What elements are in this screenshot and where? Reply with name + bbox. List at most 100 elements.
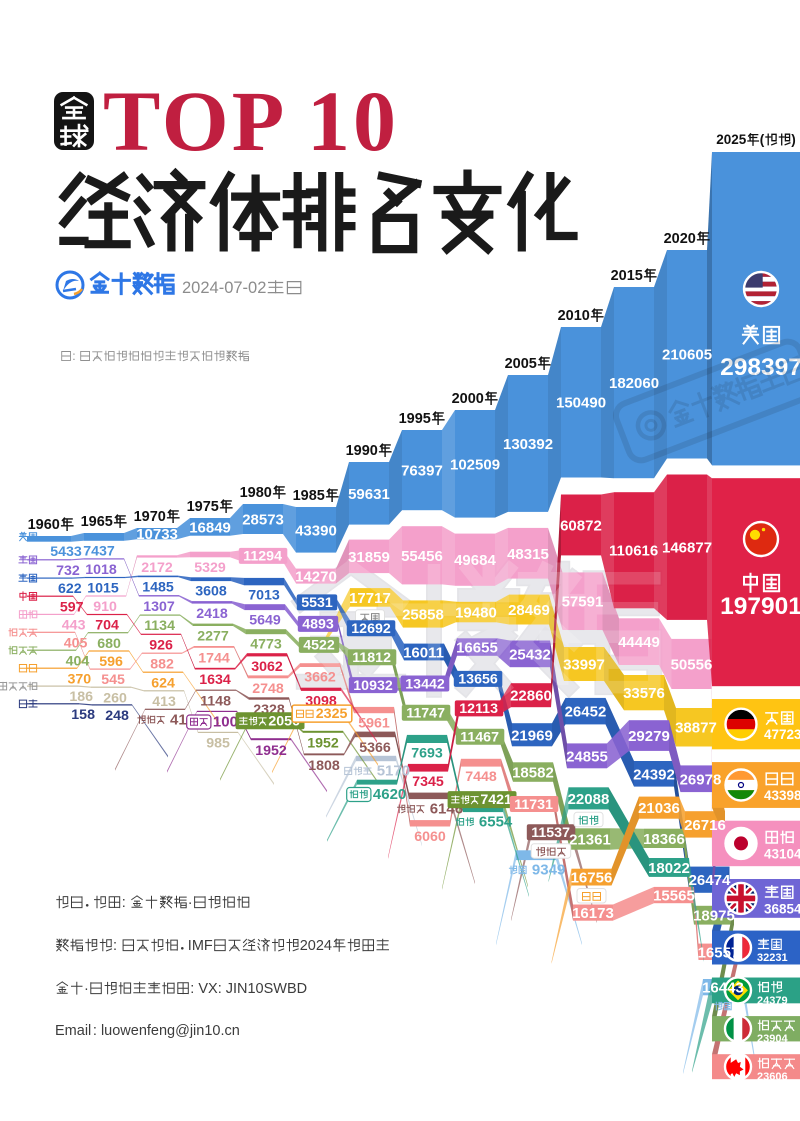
svg-text:2748: 2748 xyxy=(252,681,284,697)
svg-text:11294: 11294 xyxy=(243,549,282,565)
svg-text:10932: 10932 xyxy=(353,678,393,694)
svg-text:1980: 1980 xyxy=(240,485,272,501)
svg-text:1970: 1970 xyxy=(134,509,166,525)
svg-text:28573: 28573 xyxy=(242,512,284,529)
svg-text:596: 596 xyxy=(99,654,123,670)
svg-text:370: 370 xyxy=(68,671,92,687)
svg-text:13442: 13442 xyxy=(405,676,445,692)
svg-text:130392: 130392 xyxy=(503,436,553,453)
svg-text:102509: 102509 xyxy=(450,456,500,473)
svg-text:76397: 76397 xyxy=(401,463,443,480)
svg-text:2418: 2418 xyxy=(196,606,228,622)
svg-text:33997: 33997 xyxy=(563,657,605,674)
svg-text:9349: 9349 xyxy=(532,862,565,879)
svg-text:186: 186 xyxy=(69,689,93,705)
svg-text:1134: 1134 xyxy=(144,618,175,634)
svg-text:24855: 24855 xyxy=(566,748,608,765)
svg-text:·: · xyxy=(84,981,89,997)
svg-text:44449: 44449 xyxy=(618,634,660,651)
svg-text:1952: 1952 xyxy=(255,743,287,759)
svg-text:16173: 16173 xyxy=(572,905,614,922)
svg-text:21969: 21969 xyxy=(511,727,553,744)
svg-text:3662: 3662 xyxy=(304,670,336,686)
svg-text:43398: 43398 xyxy=(764,788,800,803)
svg-text:910: 910 xyxy=(93,599,117,615)
svg-text:5433: 5433 xyxy=(50,544,82,560)
svg-text:23904: 23904 xyxy=(757,1033,788,1045)
svg-text:5961: 5961 xyxy=(358,716,390,732)
svg-text:5366: 5366 xyxy=(359,740,391,756)
svg-text:25858: 25858 xyxy=(402,607,444,624)
svg-text:405: 405 xyxy=(64,635,88,651)
svg-text:IMF: IMF xyxy=(188,938,213,954)
svg-text:23606: 23606 xyxy=(757,1071,788,1083)
svg-text:32231: 32231 xyxy=(757,952,788,964)
svg-text:29279: 29279 xyxy=(628,728,670,745)
svg-text::: : xyxy=(122,895,126,911)
svg-text:2010: 2010 xyxy=(558,308,590,324)
svg-text:16849: 16849 xyxy=(189,519,231,536)
svg-text:1995: 1995 xyxy=(399,411,431,427)
svg-text:985: 985 xyxy=(206,736,230,752)
svg-text:7693: 7693 xyxy=(411,745,443,761)
svg-text:4522: 4522 xyxy=(303,638,335,654)
svg-text:597: 597 xyxy=(60,599,84,615)
svg-text:18022: 18022 xyxy=(648,860,690,877)
svg-text:: JIN10SWBD: : JIN10SWBD xyxy=(218,981,307,997)
svg-text:1744: 1744 xyxy=(198,650,230,666)
svg-text:55456: 55456 xyxy=(401,548,443,565)
svg-text:182060: 182060 xyxy=(609,375,659,392)
svg-text:11731: 11731 xyxy=(514,797,553,813)
svg-text:26978: 26978 xyxy=(680,771,722,788)
svg-text:21361: 21361 xyxy=(569,832,611,849)
svg-text:2000: 2000 xyxy=(452,391,484,407)
svg-text:21036: 21036 xyxy=(638,800,680,817)
svg-text:TOP 10: TOP 10 xyxy=(103,73,399,169)
svg-text:26716: 26716 xyxy=(684,817,726,834)
svg-text:1985: 1985 xyxy=(293,488,325,504)
svg-text:16655: 16655 xyxy=(456,640,498,657)
svg-text:Email: Email xyxy=(55,1023,91,1039)
svg-text:2172: 2172 xyxy=(141,560,173,576)
svg-text:624: 624 xyxy=(151,675,175,691)
svg-text:926: 926 xyxy=(149,637,173,653)
svg-text:33576: 33576 xyxy=(623,685,665,702)
svg-text:5170: 5170 xyxy=(377,763,410,780)
svg-text:2024: 2024 xyxy=(300,938,332,954)
svg-text:11537: 11537 xyxy=(531,825,570,841)
svg-text:10733: 10733 xyxy=(136,526,178,543)
svg-text:5531: 5531 xyxy=(301,595,333,611)
svg-text:2325: 2325 xyxy=(316,706,348,722)
svg-text:1307: 1307 xyxy=(143,599,175,615)
svg-text:2024-07-02: 2024-07-02 xyxy=(182,279,266,297)
svg-text:443: 443 xyxy=(62,618,86,634)
svg-text:24379: 24379 xyxy=(757,995,788,1007)
svg-text:6060: 6060 xyxy=(414,829,446,845)
svg-text:4620: 4620 xyxy=(373,786,406,803)
svg-text:7437: 7437 xyxy=(83,543,115,559)
svg-text:12113: 12113 xyxy=(459,701,498,717)
svg-text:7345: 7345 xyxy=(412,774,444,790)
svg-text:248: 248 xyxy=(105,708,129,724)
svg-text:2015: 2015 xyxy=(611,268,643,284)
svg-text:): ) xyxy=(791,132,796,147)
svg-text:158: 158 xyxy=(71,707,95,723)
svg-text:19480: 19480 xyxy=(455,605,497,622)
svg-text:7421: 7421 xyxy=(480,792,512,808)
svg-text:1018: 1018 xyxy=(85,562,117,578)
svg-text:1960: 1960 xyxy=(28,517,60,533)
svg-text:50556: 50556 xyxy=(671,656,713,673)
svg-text:622: 622 xyxy=(58,581,82,597)
svg-text:3608: 3608 xyxy=(195,584,227,600)
svg-text:·: · xyxy=(188,895,193,911)
svg-text:3062: 3062 xyxy=(251,659,283,675)
svg-text:15565: 15565 xyxy=(653,888,695,905)
svg-text:: luowenfeng@jin10.cn: : luowenfeng@jin10.cn xyxy=(93,1023,240,1039)
svg-text:298397: 298397 xyxy=(720,354,800,381)
svg-text:28469: 28469 xyxy=(508,602,550,619)
svg-text:1015: 1015 xyxy=(87,581,119,597)
svg-text:704: 704 xyxy=(95,618,119,634)
svg-text:14270: 14270 xyxy=(295,569,337,586)
svg-text:26452: 26452 xyxy=(565,704,607,721)
svg-text:12692: 12692 xyxy=(351,621,391,637)
